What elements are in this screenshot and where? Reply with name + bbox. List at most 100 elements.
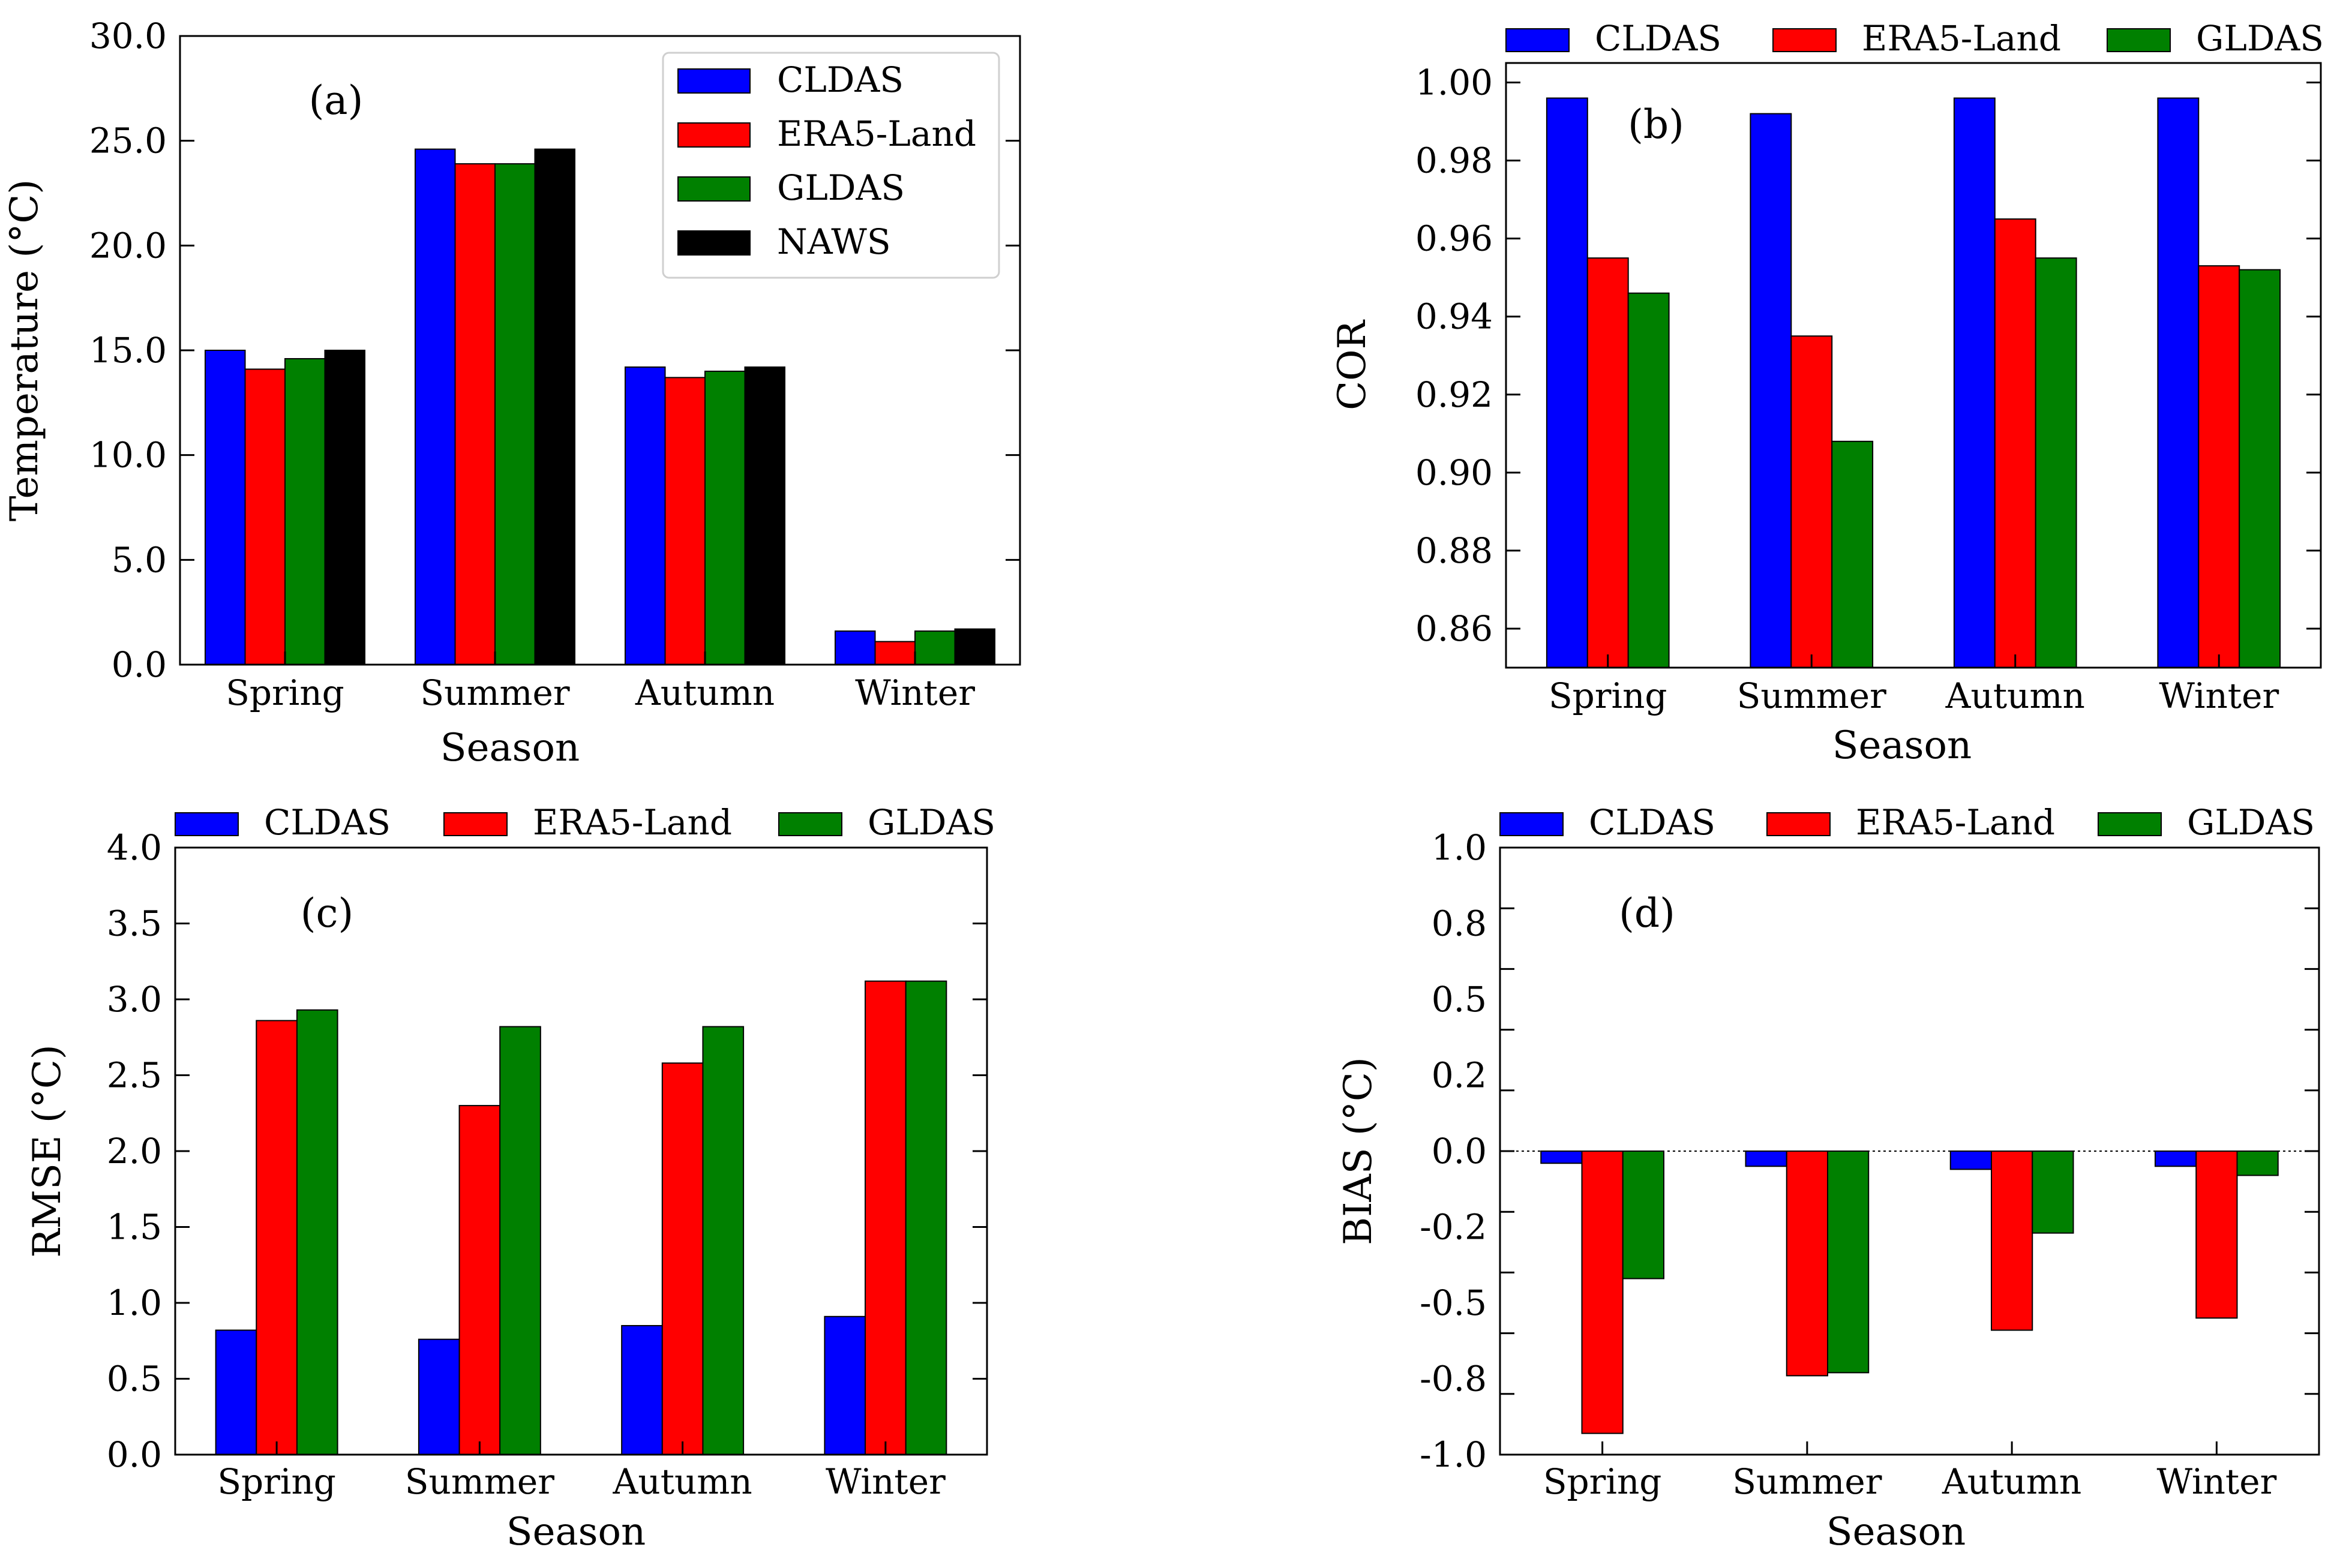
legend-swatch	[778, 812, 842, 836]
legend-swatch	[2107, 28, 2171, 52]
y-tick-label: 0.88	[1415, 530, 1493, 571]
x-axis-label: Season	[440, 726, 580, 770]
plot-frame	[179, 35, 1021, 666]
y-tick-label: 2.0	[107, 1131, 162, 1172]
legend-swatch	[2098, 812, 2162, 836]
bar-cldas-winter	[835, 630, 876, 666]
y-tick-label: 1.5	[107, 1207, 162, 1248]
bar-cldas-summer	[418, 1338, 460, 1455]
legend: CLDAS ERA5-Land GLDAS NAWS	[662, 52, 1000, 279]
legend-box	[662, 52, 1000, 279]
y-tick-label: 0.8	[1432, 903, 1487, 944]
y-tick-label: 0.98	[1415, 140, 1493, 181]
bar-cldas-autumn	[621, 1324, 663, 1455]
y-tick-label: 1.0	[1432, 827, 1487, 868]
legend-label: GLDAS	[777, 167, 905, 208]
x-tick-label: Summer	[420, 672, 569, 713]
legend-label: ERA5-Land	[533, 802, 732, 843]
y-tick-label: 0.0	[1432, 1131, 1487, 1172]
bar-era5-land-spring	[244, 368, 286, 665]
legend-label: GLDAS	[2196, 18, 2324, 59]
bar-gldas-summer	[1831, 440, 1874, 669]
bar-era5-land-summer	[1786, 1151, 1828, 1377]
y-tick-label: 0.94	[1415, 296, 1493, 337]
x-tick-label: Autumn	[612, 1461, 752, 1502]
plot-frame	[1505, 62, 2322, 669]
bar-gldas-spring	[1627, 292, 1670, 668]
bar-era5-land-autumn	[661, 1062, 704, 1455]
y-tick-label: 15.0	[89, 330, 167, 371]
panel-label: (a)	[309, 77, 364, 124]
legend-label: CLDAS	[1589, 802, 1715, 843]
bar-gldas-winter	[905, 980, 947, 1455]
x-tick-label: Autumn	[635, 672, 775, 713]
bar-cldas-autumn	[625, 366, 666, 665]
bar-cldas-spring	[205, 350, 246, 665]
panel-label: (d)	[1619, 890, 1675, 936]
x-axis-label: Season	[1826, 1510, 1966, 1554]
chart-panel-c: Spring Summer Autumn Winter 0.0 0.5 1.0 1.5 2.0 2…	[25, 802, 995, 1554]
y-tick-label: 2.5	[107, 1055, 162, 1096]
chart-panel-b: Spring Summer Autumn Winter 0.86 0.88 0.90 0.92…	[1330, 18, 2324, 768]
plot-frame	[174, 846, 988, 1456]
y-axis-label: RMSE (°C)	[25, 1044, 70, 1258]
bar-cldas-spring	[215, 1329, 257, 1456]
y-tick-label: 0.90	[1415, 452, 1493, 493]
bar-gldas-summer	[494, 163, 536, 665]
legend-swatch	[677, 230, 751, 256]
bar-naws-autumn	[744, 366, 785, 665]
y-tick-label: 3.0	[107, 979, 162, 1020]
y-tick-label: 0.96	[1415, 218, 1493, 259]
legend-label: ERA5-Land	[777, 113, 976, 154]
legend-label: GLDAS	[2187, 802, 2315, 843]
bar-gldas-summer	[1827, 1151, 1870, 1374]
x-tick-label: Spring	[1543, 1461, 1662, 1502]
legend-label: CLDAS	[777, 59, 904, 100]
bar-gldas-spring	[296, 1009, 338, 1455]
bar-era5-land-spring	[1581, 1151, 1624, 1434]
plot-frame	[1499, 846, 2320, 1456]
legend: CLDAS ERA5-Land GLDAS	[1499, 802, 2315, 843]
x-tick-label: Winter	[826, 1461, 946, 1502]
bar-cldas-spring	[1546, 97, 1588, 668]
panel-label: (c)	[301, 890, 353, 936]
x-tick-label: Winter	[2159, 675, 2279, 716]
legend: CLDAS ERA5-Land GLDAS	[175, 802, 995, 843]
panel-label: (b)	[1628, 101, 1684, 148]
legend-swatch	[443, 812, 508, 836]
legend-swatch	[175, 812, 239, 836]
x-tick-label: Winter	[2156, 1461, 2276, 1502]
x-axis-label: Season	[506, 1510, 646, 1554]
x-tick-label: Spring	[1549, 675, 1667, 716]
bar-gldas-winter	[2239, 269, 2281, 668]
y-tick-label: 0.0	[112, 644, 167, 685]
y-tick-label: 0.86	[1415, 608, 1493, 649]
bar-naws-summer	[534, 148, 575, 665]
bar-era5-land-autumn	[1991, 1151, 2033, 1331]
legend-swatch	[677, 122, 751, 148]
x-axis-label: Season	[1832, 723, 1972, 768]
y-tick-label: 3.5	[107, 903, 162, 944]
bar-era5-land-winter	[865, 980, 907, 1455]
bar-cldas-autumn	[1949, 1151, 1992, 1170]
bar-cldas-summer	[415, 148, 456, 665]
legend-label: CLDAS	[1595, 18, 1721, 59]
x-tick-label: Winter	[855, 672, 975, 713]
bar-gldas-autumn	[2032, 1151, 2074, 1234]
y-axis-label: COR	[1330, 319, 1375, 410]
x-tick-label: Spring	[226, 672, 344, 713]
bar-era5-land-winter	[874, 641, 916, 666]
legend: CLDAS ERA5-Land GLDAS	[1505, 18, 2324, 59]
y-tick-label: 5.0	[112, 539, 167, 580]
y-axis-label: BIAS (°C)	[1336, 1057, 1381, 1245]
bar-gldas-autumn	[702, 1026, 745, 1456]
y-tick-label: 1.00	[1415, 62, 1493, 103]
legend-label: NAWS	[777, 221, 891, 262]
y-tick-label: -0.8	[1420, 1359, 1487, 1399]
bar-era5-land-winter	[2195, 1151, 2238, 1319]
bar-gldas-spring	[1622, 1151, 1664, 1279]
legend-label: CLDAS	[264, 802, 391, 843]
y-tick-label: 10.0	[89, 435, 167, 476]
x-tick-label: Autumn	[1945, 675, 2085, 716]
